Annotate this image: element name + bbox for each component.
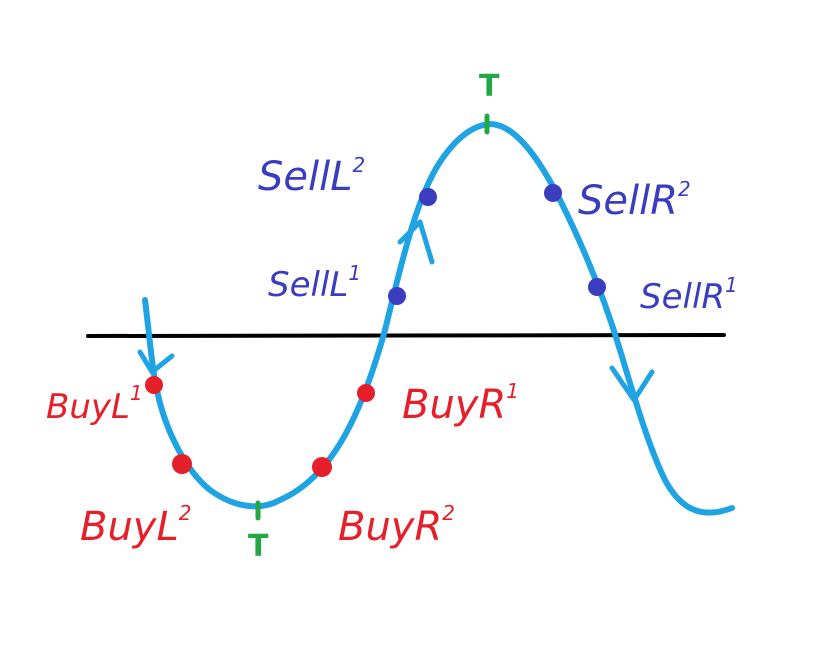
- buy-r2-point: [312, 457, 332, 477]
- sell-r2-sup: 2: [678, 177, 691, 201]
- sell-l2-point: [419, 188, 437, 206]
- top-turning-label: T: [479, 69, 500, 104]
- sell-r1-label: SellR1: [640, 273, 738, 317]
- buy-r1-label: BuyR1: [402, 379, 519, 428]
- sell-l2-text: SellL: [258, 154, 353, 200]
- buy-r2-label: BuyR2: [338, 501, 455, 550]
- buy-r2-sup: 2: [442, 501, 455, 525]
- buy-l1-point: [145, 376, 163, 394]
- sell-r1-text: SellR: [640, 277, 725, 317]
- buy-l1-text: BuyL: [46, 387, 130, 427]
- sell-r2-point: [544, 184, 562, 202]
- buy-l2-text: BuyL: [80, 504, 179, 550]
- sell-r2-label: SellR2: [578, 177, 691, 224]
- sell-l2-label: SellL2: [258, 153, 365, 200]
- buy-r1-sup: 1: [506, 379, 519, 403]
- wave-curve: [142, 121, 735, 516]
- sell-l1-label: SellL1: [268, 261, 361, 305]
- buy-r1-text: BuyR: [402, 382, 506, 428]
- sell-r1-point: [588, 278, 606, 296]
- sell-l2-sup: 2: [353, 153, 366, 177]
- buy-l2-label: BuyL2: [80, 501, 191, 550]
- sell-r2-text: SellR: [578, 178, 678, 224]
- sell-l1-sup: 1: [348, 261, 361, 285]
- buy-r1-point: [357, 384, 375, 402]
- arrow-up-middle: [397, 219, 435, 265]
- buy-l1-sup: 1: [130, 381, 143, 405]
- sell-r1-sup: 1: [725, 273, 738, 297]
- buy-l1-label: BuyL1: [46, 381, 143, 427]
- buy-l2-point: [172, 454, 192, 474]
- buy-l2-sup: 2: [179, 501, 192, 525]
- arrow-down-left: [137, 349, 175, 375]
- sell-l1-text: SellL: [268, 265, 348, 305]
- sell-l1-point: [388, 287, 406, 305]
- buy-r2-text: BuyR: [338, 504, 442, 550]
- arrow-down-right: [609, 365, 655, 403]
- bottom-turning-label: T: [248, 529, 269, 564]
- baseline: [86, 333, 726, 338]
